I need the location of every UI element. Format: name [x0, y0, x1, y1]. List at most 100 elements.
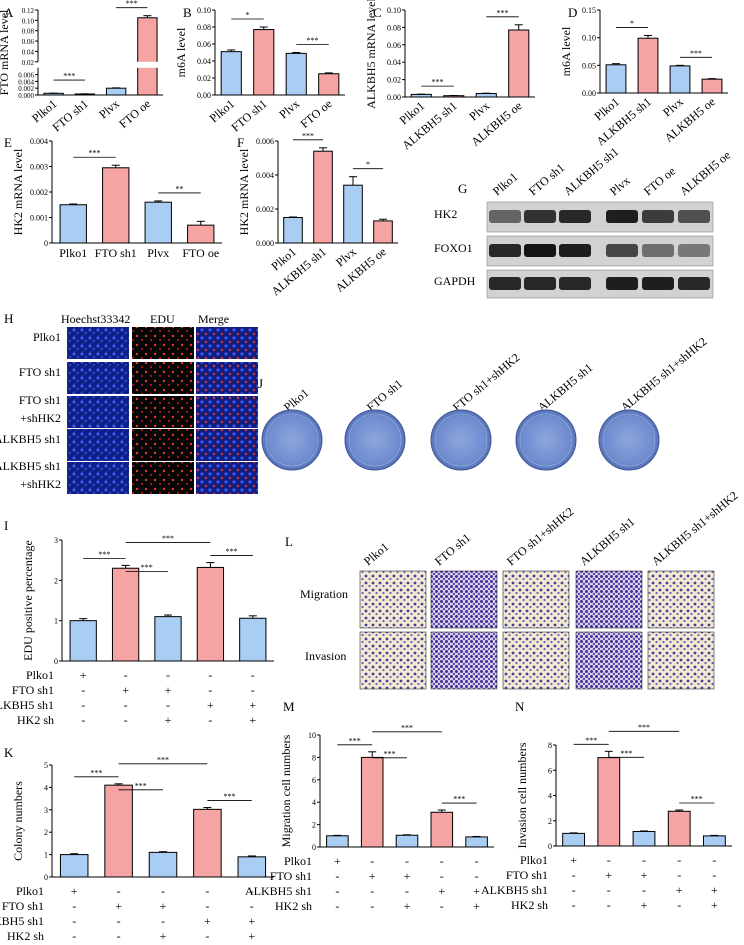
transwell-image-invasion — [430, 631, 498, 690]
panel-letter-m: M — [283, 699, 295, 714]
edu-row-label: FTO sh1 — [19, 365, 61, 379]
y-tick-label: 0.002 — [18, 85, 34, 93]
design-sign: - — [250, 899, 254, 913]
edu-image-cells: Plko1 FTO sh1 FTO sh1 +shHK2 ALKBH5 sh1 ALKBH… — [0, 327, 258, 494]
y-tick-label: 0.006 — [18, 72, 34, 80]
design-sign: + — [676, 883, 683, 897]
transwell-image-migration — [502, 570, 570, 629]
y-tick-label: 0.10 — [197, 6, 211, 15]
significance-label: *** — [226, 547, 238, 556]
blot-band — [524, 210, 556, 223]
blot-lane-label: FTO oe — [641, 164, 678, 198]
bar — [465, 836, 488, 848]
blot-band — [524, 244, 556, 257]
design-sign: - — [72, 899, 76, 913]
design-row-label: ALKBH5 sh1 — [0, 914, 44, 928]
design-sign: + — [248, 914, 255, 928]
bar — [637, 37, 659, 94]
bar — [475, 93, 497, 98]
x-tick-label: FTO oe — [298, 97, 335, 131]
design-sign: - — [81, 713, 85, 727]
bar — [562, 832, 586, 847]
design-sign: + — [438, 884, 445, 898]
bar — [239, 617, 267, 662]
panel-letter-b: B — [183, 5, 192, 20]
design-sign: - — [677, 898, 681, 912]
design-sign: - — [72, 914, 76, 928]
design-sign: - — [405, 854, 409, 868]
colony-dish — [430, 409, 492, 471]
bar — [59, 204, 87, 244]
design-sign: + — [369, 869, 376, 883]
transwell-column-label: ALKBH5 sh1+shHK2 — [649, 488, 741, 568]
panel-letter-f: F — [237, 135, 244, 150]
edu-image-cell — [196, 462, 258, 494]
design-row-label: Plko1 — [520, 853, 548, 867]
x-tick-label: FTO sh1 — [228, 97, 269, 135]
design-sign: + — [248, 929, 255, 943]
colony-dishes: Plko1 FTO sh1 FTO sh1+shHK2 ALKBH5 sh1 ALKBH… — [261, 334, 709, 471]
panel-letter-a: A — [4, 5, 14, 20]
blot-band — [489, 244, 521, 257]
edu-row-label: +shHK2 — [20, 411, 61, 425]
design-row-label: FTO sh1 — [506, 868, 548, 882]
bar — [193, 808, 222, 878]
design-sign: - — [607, 853, 611, 867]
y-axis-label: FTO mRNA level — [0, 9, 11, 95]
design-sign: - — [370, 884, 374, 898]
significance-label: *** — [157, 755, 169, 764]
y-tick-label: 3 — [44, 806, 48, 815]
design-sign: + — [711, 898, 718, 912]
design-sign: + — [160, 899, 167, 913]
design-sign: - — [335, 869, 339, 883]
significance-label: *** — [453, 795, 465, 804]
edu-column-header: EDU — [150, 312, 175, 326]
design-sign: + — [404, 869, 411, 883]
significance-label: *** — [432, 78, 444, 87]
design-sign: - — [475, 869, 479, 883]
y-tick-label: 2 — [54, 576, 58, 585]
blot-lane-label: ALKBH5 oe — [677, 148, 733, 198]
bar — [430, 811, 454, 848]
colony-dish-rim — [602, 413, 656, 467]
x-tick-label: FTO sh1 — [95, 246, 137, 260]
bar — [313, 150, 333, 244]
bar — [104, 784, 133, 878]
design-sign: - — [572, 868, 576, 882]
y-axis-label: HK2 mRNA level — [237, 148, 251, 235]
design-sign: - — [370, 899, 374, 913]
y-tick-label: 0.06 — [387, 41, 401, 50]
design-sign: - — [81, 698, 85, 712]
y-tick-label: 0.06 — [22, 38, 35, 46]
transwell-images: Migration Invasion Plko1 FTO sh1 FTO sh1+s… — [300, 488, 741, 690]
transwell-image-invasion — [647, 631, 715, 690]
design-row-label: FTO sh1 — [12, 683, 54, 697]
bar — [111, 567, 140, 662]
blot-band — [489, 210, 521, 223]
axis-break-mark — [136, 61, 159, 68]
bar — [69, 620, 97, 662]
y-axis-label: EDU positive percentage — [21, 540, 35, 661]
bar — [59, 854, 89, 878]
blot-band — [642, 244, 674, 257]
design-sign: - — [572, 898, 576, 912]
y-tick-label: 2 — [312, 821, 316, 830]
design-sign: - — [440, 869, 444, 883]
bar — [253, 29, 275, 96]
transwell-image-migration — [647, 570, 715, 629]
significance-label: *** — [141, 563, 153, 572]
y-tick-label: 0.04 — [387, 58, 401, 67]
edu-image-cell — [196, 396, 258, 428]
edu-image-cell — [132, 429, 194, 461]
significance-label: *** — [384, 749, 396, 758]
design-sign: - — [117, 914, 121, 928]
edu-image-cell — [132, 396, 194, 428]
design-sign: + — [334, 854, 341, 868]
significance-label: *** — [620, 749, 632, 758]
edu-image-cell — [67, 396, 129, 428]
y-tick-label: 0.08 — [22, 28, 35, 36]
